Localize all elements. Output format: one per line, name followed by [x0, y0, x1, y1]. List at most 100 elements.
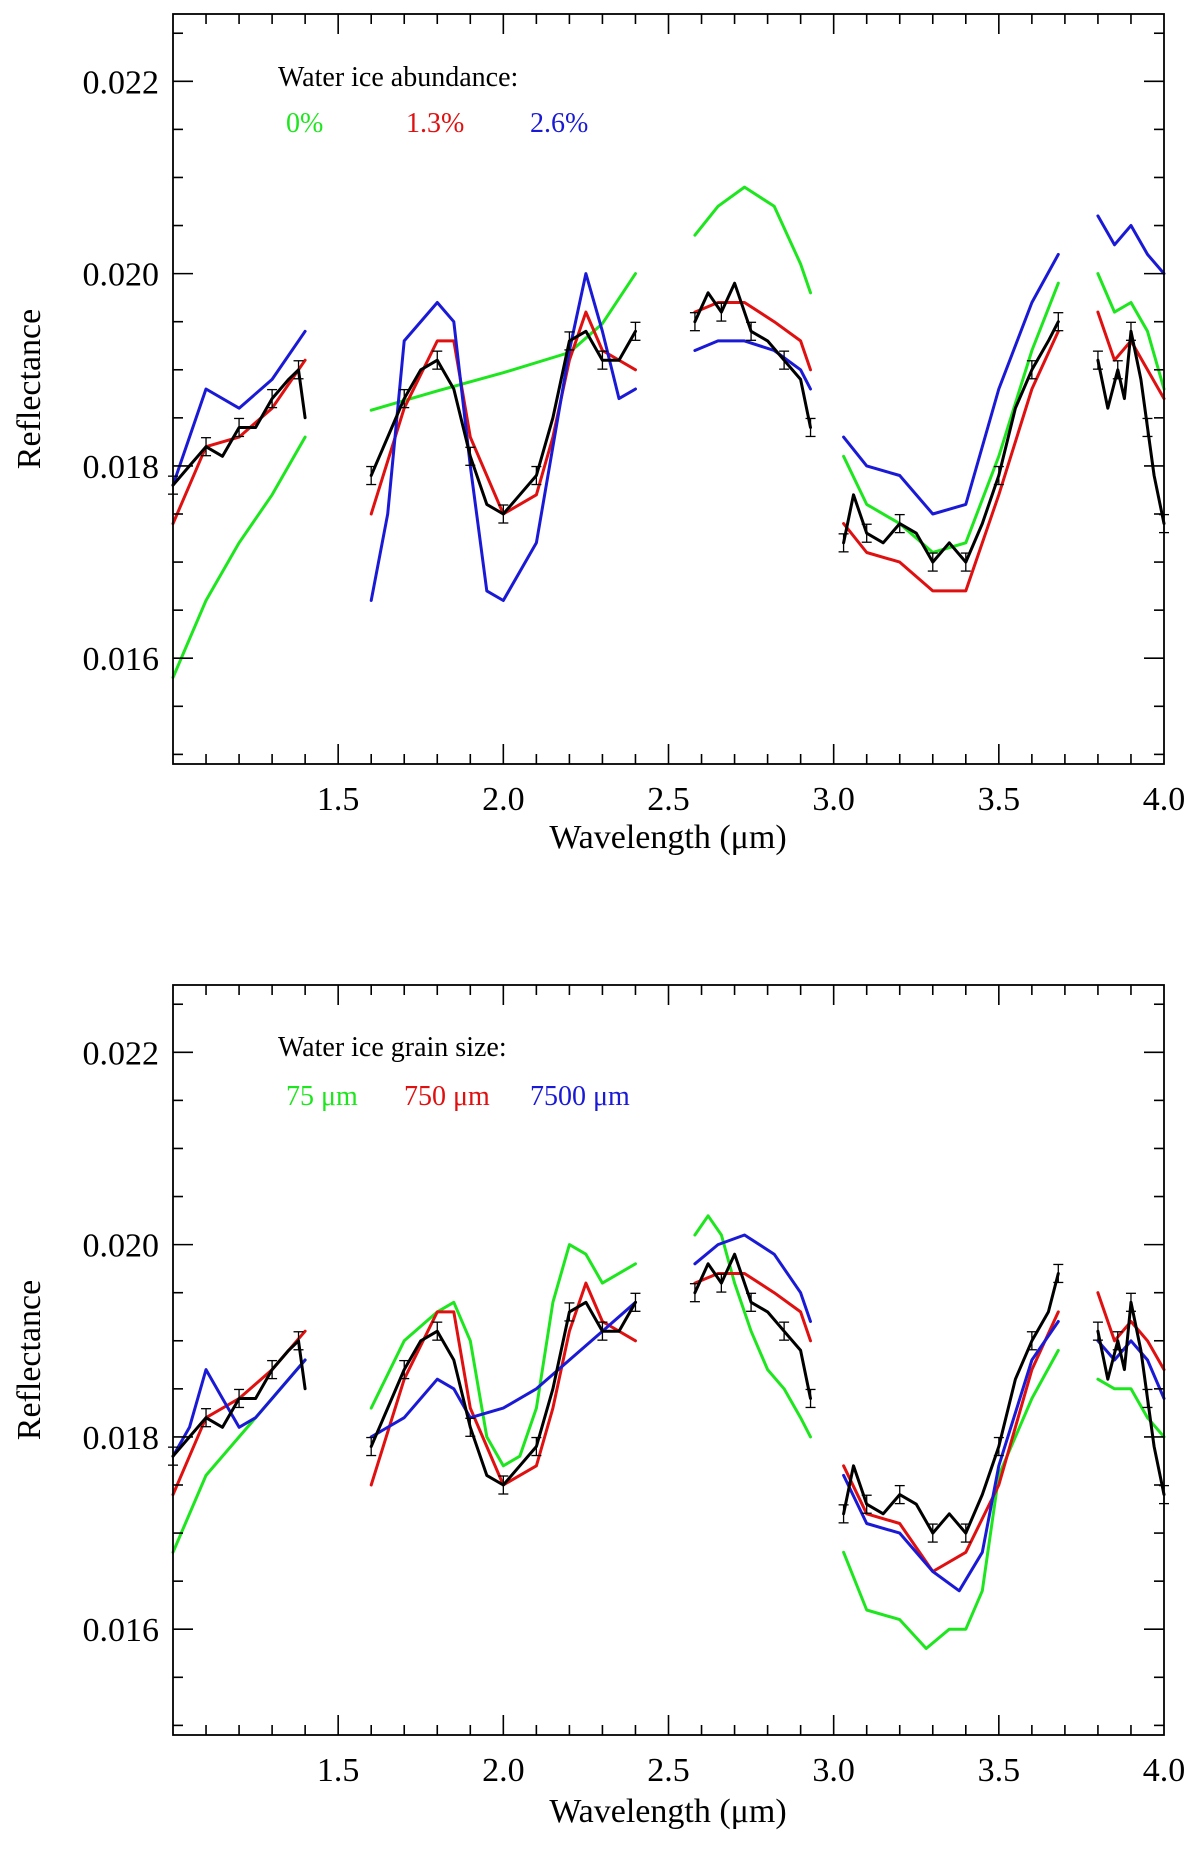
- y-tick-label: 0.018: [83, 449, 160, 486]
- error-bar: [1142, 417, 1153, 438]
- series-0-segment-3: [842, 281, 1060, 554]
- error-bar: [1092, 350, 1103, 370]
- series-75-m-segment-1: [369, 1243, 637, 1468]
- error-bar: [1092, 1321, 1103, 1341]
- x-tick-label: 3.5: [978, 1752, 1021, 1789]
- panel-water-ice-grain-size: 1.5 2.0 2.5 3.0 3.5 4.0 0.016 0.018 0.020 0.022 R…: [11, 984, 1186, 1830]
- error-bar: [293, 1331, 304, 1351]
- y-tick-label: 0.016: [83, 1612, 160, 1649]
- x-tick-label: 4.0: [1143, 1752, 1186, 1789]
- error-bar: [716, 1273, 727, 1293]
- series-2-6-segment-1: [369, 272, 637, 602]
- error-bar: [498, 1475, 509, 1495]
- error-bar: [927, 552, 938, 572]
- error-bar: [689, 312, 700, 332]
- error-bar: [432, 1321, 443, 1341]
- x-tick-label: 3.0: [812, 1752, 855, 1789]
- x-tick-label: 2.5: [647, 1752, 690, 1789]
- error-bar: [838, 1504, 849, 1524]
- error-bar: [293, 360, 304, 380]
- series-75-m-segment-4: [1096, 1377, 1166, 1439]
- legend-entry-750um: 750 μm: [404, 1081, 490, 1112]
- error-bar: [1112, 360, 1123, 380]
- error-bar: [1053, 312, 1064, 332]
- legend-title: Water ice abundance:: [278, 62, 518, 93]
- legend-entry-0pct: 0%: [286, 108, 323, 139]
- error-bar: [201, 1408, 212, 1428]
- legend-entry-2-6pct: 2.6%: [530, 108, 588, 139]
- error-bar: [465, 446, 476, 466]
- series-7500-m-segment-3: [842, 1320, 1060, 1593]
- series-data-segment-0: [171, 1339, 307, 1458]
- panel-water-ice-abundance: 1.5 2.0 2.5 3.0 3.5 4.0 0.016 0.018 0.020 0.022 R…: [11, 13, 1186, 856]
- series-750-m-segment-4: [1096, 1291, 1166, 1372]
- y-tick-label: 0.020: [83, 1228, 160, 1265]
- error-bar: [201, 437, 212, 457]
- y-tick-label: 0.018: [83, 1420, 160, 1457]
- series-750-m-segment-1: [369, 1281, 637, 1487]
- error-bar: [366, 1436, 377, 1457]
- x-tick-label: 4.0: [1143, 781, 1186, 818]
- error-bar: [234, 417, 245, 438]
- series-data-segment-0: [171, 368, 307, 487]
- plot-frame: [172, 13, 1165, 765]
- x-tick-label: 3.0: [812, 781, 855, 818]
- series-2-6-segment-3: [842, 252, 1060, 516]
- error-bar: [960, 1523, 971, 1543]
- legend-entry-1-3pct: 1.3%: [406, 108, 464, 139]
- error-bar: [399, 388, 410, 409]
- error-bar: [805, 417, 816, 438]
- series-750-m-segment-3: [842, 1310, 1060, 1573]
- series-1-3-segment-0: [171, 358, 307, 526]
- series-75-m-segment-2: [693, 1214, 812, 1439]
- series-75-m-segment-3: [842, 1348, 1060, 1650]
- error-bar: [366, 465, 377, 486]
- legend-title: Water ice grain size:: [278, 1032, 507, 1063]
- series-2-6-segment-4: [1096, 214, 1166, 276]
- y-axis-label: Reflectance: [11, 1280, 48, 1440]
- y-tick-label: 0.020: [83, 257, 160, 294]
- error-bar: [564, 1302, 575, 1322]
- x-tick-label: 1.5: [317, 1752, 360, 1789]
- error-bar: [805, 1388, 816, 1409]
- error-bar: [960, 552, 971, 572]
- series-1-3-segment-1: [369, 310, 637, 516]
- error-bar: [1125, 321, 1136, 341]
- x-axis-label: Wavelength (μm): [549, 1793, 786, 1830]
- series-7500-m-segment-1: [369, 1300, 637, 1439]
- y-tick-label: 0.022: [83, 64, 160, 101]
- series-0-segment-2: [693, 185, 812, 295]
- error-bar: [234, 1388, 245, 1409]
- error-bar: [746, 321, 757, 341]
- plot-frame: [172, 984, 1165, 1736]
- error-bar: [894, 1484, 905, 1505]
- x-tick-label: 1.5: [317, 781, 360, 818]
- error-bar: [630, 321, 641, 341]
- error-bar: [399, 1359, 410, 1380]
- x-tick-label: 2.0: [482, 1752, 525, 1789]
- error-bar: [1053, 1263, 1064, 1284]
- error-bar: [993, 465, 1004, 486]
- series-0-segment-0: [171, 435, 307, 679]
- x-axis-label: Wavelength (μm): [549, 819, 786, 856]
- series-0-segment-1: [369, 272, 637, 412]
- error-bar: [630, 1292, 641, 1312]
- error-bar: [1026, 360, 1037, 380]
- y-axis-label: Reflectance: [11, 309, 48, 469]
- error-bar: [894, 513, 905, 534]
- series-2-6-segment-0: [171, 329, 307, 487]
- error-bar: [689, 1283, 700, 1303]
- error-bar: [779, 1321, 790, 1341]
- y-tick-label: 0.022: [83, 1035, 160, 1072]
- error-bar: [861, 523, 872, 543]
- series-7500-m-segment-4: [1096, 1339, 1166, 1400]
- error-bar: [267, 1359, 278, 1380]
- error-bar: [465, 1417, 476, 1437]
- error-bar: [531, 465, 542, 486]
- x-tick-label: 2.0: [482, 781, 525, 818]
- error-bar: [1142, 1388, 1153, 1409]
- error-bar: [716, 302, 727, 322]
- error-bar: [861, 1494, 872, 1514]
- error-bar: [531, 1436, 542, 1457]
